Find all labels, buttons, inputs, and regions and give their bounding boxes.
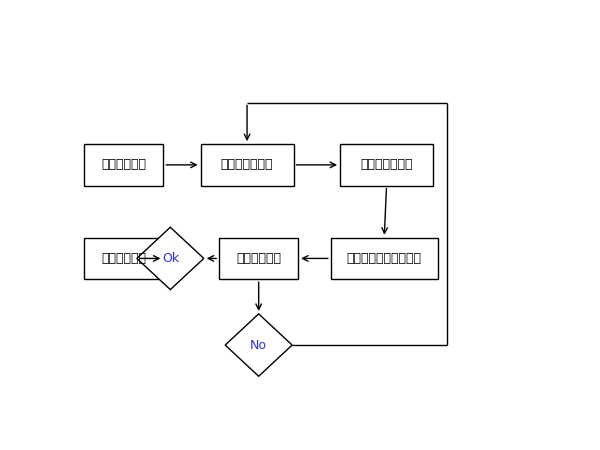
Text: 检查配料强度: 检查配料强度 [236,252,281,265]
Bar [200,144,293,186]
Text: 加高加固料斗: 加高加固料斗 [101,158,146,171]
Text: No: No [250,338,267,351]
Text: 进行下一工序: 进行下一工序 [101,252,146,265]
Bar [219,238,298,279]
Bar [84,144,163,186]
Bar [340,144,433,186]
Text: 单个料斗逐一调试运行: 单个料斗逐一调试运行 [347,252,422,265]
Polygon shape [225,314,292,376]
Text: Ok: Ok [162,252,179,265]
Text: 更换计量电动机: 更换计量电动机 [360,158,413,171]
Bar [84,238,163,279]
Polygon shape [137,227,204,290]
Text: 更换料斗振动器: 更换料斗振动器 [221,158,274,171]
Bar [331,238,438,279]
